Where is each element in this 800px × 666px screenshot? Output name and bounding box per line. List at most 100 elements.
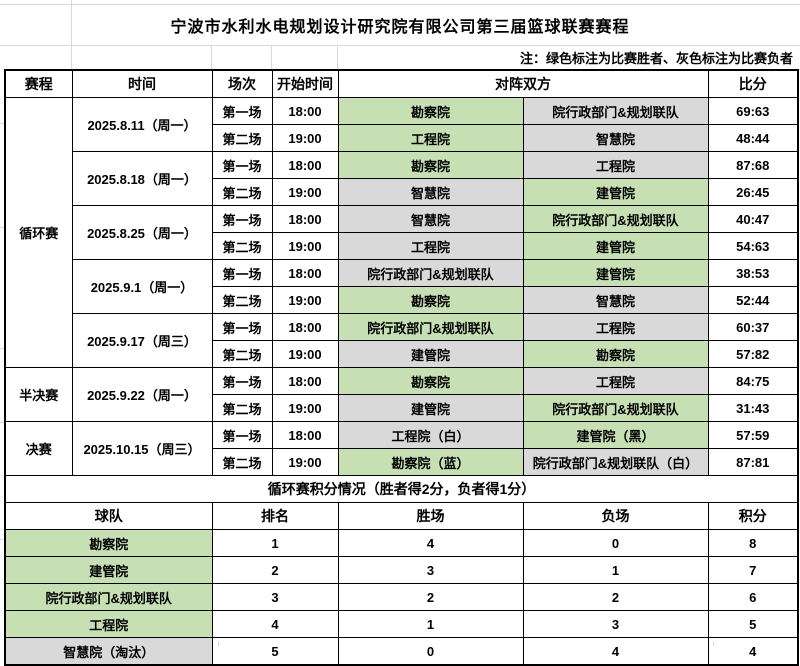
rank-cell: 4: [211, 610, 339, 638]
rank-cell: 1: [211, 529, 339, 557]
start-time-cell: 18:00: [271, 205, 339, 233]
table-row: 第二场 19:00 建管院 院行政部门&规划联队 31:43: [5, 394, 799, 422]
header-points: 积分: [707, 502, 799, 530]
team-a-cell: 勘察院: [337, 151, 524, 179]
team-b-cell: 建管院（黑）: [522, 421, 709, 449]
header-start-time: 开始时间: [271, 69, 339, 98]
team-a-cell: 工程院: [337, 232, 524, 260]
team-a-cell: 智慧院: [337, 178, 524, 206]
team-b-cell: 勘察院: [522, 340, 709, 368]
team-b-cell: 建管院: [522, 259, 709, 287]
score-cell: 57:82: [707, 340, 799, 368]
match-no-cell: 第一场: [211, 313, 273, 341]
team-b-cell: 院行政部门&规划联队: [522, 394, 709, 422]
score-cell: 31:43: [707, 394, 799, 422]
score-cell: 57:59: [707, 421, 799, 449]
team-b-cell: 智慧院: [522, 124, 709, 152]
match-no-cell: 第一场: [211, 367, 273, 395]
start-time-cell: 18:00: [271, 421, 339, 449]
header-stage: 赛程: [4, 69, 73, 98]
team-a-cell: 勘察院: [337, 367, 524, 395]
standings-section-row: 循环赛积分情况（胜者得2分，负者得1分）: [4, 475, 799, 503]
date-cell: 2025.9.17（周三）: [71, 313, 213, 368]
score-cell: 38:53: [707, 259, 799, 287]
match-no-cell: 第二场: [211, 286, 273, 314]
score-cell: 48:44: [707, 124, 799, 152]
match-no-cell: 第二场: [211, 394, 273, 422]
team-b-cell: 智慧院: [522, 286, 709, 314]
wins-cell: 3: [337, 556, 524, 584]
team-b-cell: 建管院: [522, 232, 709, 260]
sheet-gridline: [0, 422, 4, 423]
team-a-cell: 勘察院（蓝）: [337, 448, 524, 476]
team-a-cell: 建管院: [337, 394, 524, 422]
team-b-cell: 工程院: [522, 313, 709, 341]
match-no-cell: 第二场: [211, 178, 273, 206]
team-b-cell: 建管院: [522, 178, 709, 206]
rank-cell: 3: [211, 583, 339, 611]
date-cell: 2025.10.15（周三）: [71, 421, 213, 476]
table-row: 第二场 19:00 工程院 智慧院 48:44: [5, 124, 799, 152]
header-date: 时间: [71, 69, 213, 98]
table-row: 半决赛 2025.9.22（周一） 第一场 18:00 勘察院 工程院 84:7…: [4, 367, 799, 422]
start-time-cell: 19:00: [271, 448, 339, 476]
team-b-cell: 工程院: [522, 151, 709, 179]
header-match-no: 场次: [211, 69, 273, 98]
team-a-cell: 勘察院: [337, 97, 524, 125]
sheet-gridline: [0, 123, 4, 124]
team-cell: 勘察院: [4, 529, 213, 557]
match-no-cell: 第一场: [211, 421, 273, 449]
score-cell: 87:68: [707, 151, 799, 179]
stage-cell: 循环赛: [4, 97, 73, 368]
points-cell: 4: [707, 637, 799, 666]
start-time-cell: 18:00: [271, 367, 339, 395]
score-cell: 84:75: [707, 367, 799, 395]
wins-cell: 4: [337, 529, 524, 557]
sheet-gridline: [71, 0, 72, 69]
team-a-cell: 建管院: [337, 340, 524, 368]
standings-row: 建管院 2 3 1 7: [4, 556, 799, 584]
team-cell: 建管院: [4, 556, 213, 584]
page-title: 宁波市水利水电规划设计研究院有限公司第三届篮球联赛赛程: [170, 18, 630, 36]
team-cell: 院行政部门&规划联队: [4, 583, 213, 611]
date-cell: 2025.8.18（周一）: [71, 151, 213, 206]
match-no-cell: 第一场: [211, 97, 273, 125]
standings-header-row: 球队 排名 胜场 负场 积分: [4, 502, 799, 530]
score-cell: 69:63: [707, 97, 799, 125]
start-time-cell: 19:00: [271, 232, 339, 260]
team-b-cell: 院行政部门&规划联队: [522, 97, 709, 125]
table-row: 2025.9.17（周三） 第一场 18:00 院行政部门&规划联队 工程院 6…: [5, 313, 799, 368]
wins-cell: 1: [337, 610, 524, 638]
standings-row: 勘察院 1 4 0 8: [4, 529, 799, 557]
start-time-cell: 19:00: [271, 178, 339, 206]
team-a-cell: 院行政部门&规划联队: [337, 313, 524, 341]
score-cell: 87:81: [707, 448, 799, 476]
header-losses: 负场: [522, 502, 709, 530]
team-a-cell: 工程院（白）: [337, 421, 524, 449]
start-time-cell: 19:00: [271, 286, 339, 314]
score-cell: 26:45: [707, 178, 799, 206]
team-b-cell: 院行政部门&规划联队（白）: [522, 448, 709, 476]
match-no-cell: 第一场: [211, 205, 273, 233]
team-a-cell: 智慧院: [337, 205, 524, 233]
match-no-cell: 第一场: [211, 151, 273, 179]
sheet-gridline: [211, 45, 212, 69]
sheet-gridline: [0, 45, 800, 46]
team-a-cell: 院行政部门&规划联队: [337, 259, 524, 287]
points-cell: 6: [707, 583, 799, 611]
start-time-cell: 19:00: [271, 394, 339, 422]
wins-cell: 2: [337, 583, 524, 611]
legend-note: 注：绿色标注为比赛胜者、灰色标注为比赛负者: [519, 51, 793, 66]
header-matchup: 对阵双方: [337, 69, 709, 98]
sheet-gridline: [0, 227, 4, 228]
date-cell: 2025.8.11（周一）: [71, 97, 213, 152]
score-cell: 54:63: [707, 232, 799, 260]
match-no-cell: 第一场: [211, 259, 273, 287]
date-cell: 2025.9.1（周一）: [71, 259, 213, 314]
rank-cell: 2: [211, 556, 339, 584]
team-b-cell: 院行政部门&规划联队: [522, 205, 709, 233]
sheet-gridline: [0, 539, 4, 540]
schedule-header-row: 赛程 时间 场次 开始时间 对阵双方 比分: [4, 69, 799, 98]
header-score: 比分: [707, 69, 799, 98]
losses-cell: 0: [522, 529, 709, 557]
